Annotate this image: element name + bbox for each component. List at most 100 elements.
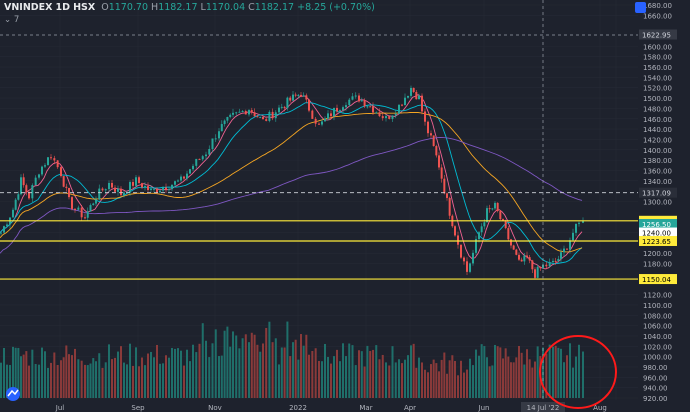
candle-body (480, 226, 483, 233)
volume-bar (478, 355, 480, 398)
volume-bar (47, 367, 49, 398)
volume-bar (480, 344, 483, 398)
candle-body (0, 232, 2, 234)
volume-bar (156, 344, 158, 398)
volume-bar (321, 361, 323, 398)
candle-body (499, 211, 502, 220)
candle-body (283, 106, 286, 109)
candle-body (381, 116, 384, 119)
symbol-name[interactable]: VNINDEX (4, 2, 53, 13)
candle-body (554, 260, 557, 262)
price-tick-label: 1600.00 (643, 43, 672, 51)
indicators-toggle[interactable]: ⌄ 7 (4, 15, 19, 25)
volume-bar (183, 365, 185, 398)
candle-body (536, 266, 539, 278)
candle-body (62, 176, 65, 187)
volume-bar (126, 364, 128, 398)
candle-body (448, 197, 451, 216)
grid (0, 0, 638, 400)
candle-body (294, 94, 297, 96)
candle-body (569, 240, 571, 250)
candle-body (38, 174, 40, 178)
volume-bar (554, 345, 557, 398)
volume-bar (410, 345, 412, 398)
volume-bar (38, 364, 40, 398)
volume-bar (351, 345, 354, 398)
volume-bar (336, 349, 338, 398)
candle-body (174, 181, 176, 185)
candle-body (351, 96, 354, 100)
symbol-interval[interactable]: 1D (55, 2, 71, 13)
price-tick-label: 1080.00 (643, 312, 672, 320)
volume-bar (460, 360, 462, 398)
volume-bar (418, 357, 420, 398)
price-tick-label: 1380.00 (643, 157, 672, 165)
price-marker-label: 1150.04 (642, 276, 671, 284)
time-tick-label: Nov (208, 404, 222, 412)
volume-bar (9, 365, 11, 398)
candle-body (375, 112, 378, 114)
candle-body (208, 149, 211, 155)
volume-bar (318, 360, 320, 398)
candle-body (156, 188, 158, 193)
candles (0, 85, 584, 279)
candle-body (469, 263, 471, 272)
volume-bar (512, 362, 515, 398)
volume-bar (256, 344, 259, 398)
candle-body (515, 249, 518, 255)
volume-bar (171, 347, 173, 398)
time-tick-label: Apr (404, 404, 416, 412)
volume-bar (132, 365, 134, 398)
candle-body (472, 252, 474, 264)
volume-bar (302, 345, 305, 398)
candle-body (502, 219, 504, 221)
candle-body (415, 91, 418, 100)
symbol-exchange: HSX (73, 2, 96, 13)
candle-body (274, 112, 277, 119)
candle-body (523, 255, 526, 262)
time-tick-label: Aug (593, 404, 607, 412)
time-tick-label: 14 Jul '22 (527, 404, 560, 412)
volume-bar (50, 362, 52, 398)
price-marker-label-bg (639, 274, 677, 285)
volume-bar (108, 344, 110, 398)
candle-body (3, 226, 5, 233)
candle-body (256, 116, 259, 118)
candle-body (271, 111, 274, 119)
candle-body (195, 158, 198, 166)
candle-body (432, 135, 435, 147)
volume-bar (223, 330, 226, 398)
volume-bar (165, 355, 167, 398)
candle-body (117, 188, 119, 192)
time-axis[interactable]: Jul Sep Nov 2022 Mar Apr Jun 14 Jul '22 Aug (55, 402, 607, 412)
symbol-header[interactable]: VNINDEX 1D HSX O1170.70 H1182.17 L1170.0… (4, 2, 375, 13)
price-axis[interactable]: 1680.00 1660.00 1622.95 1600.00 1580.00 1560.… (638, 0, 690, 412)
candle-body (198, 158, 201, 160)
volume-bar (324, 343, 326, 398)
settings-icon[interactable] (635, 2, 646, 13)
candle-body (132, 182, 134, 186)
price-tick-label: 1020.00 (643, 343, 672, 351)
candle-body (229, 114, 232, 117)
red-circle-annotation (539, 335, 617, 409)
volume-bar (80, 360, 83, 398)
candle-body (311, 110, 314, 119)
candle-body (557, 258, 560, 261)
candle-body (348, 99, 351, 106)
close-label: C (248, 2, 255, 13)
volume-bar (466, 369, 468, 398)
candle-body (25, 185, 28, 192)
volume-bar (138, 366, 140, 398)
volume-bar (253, 334, 256, 398)
volume-bar (438, 371, 440, 398)
candle-body (582, 221, 584, 223)
candle-body (153, 188, 155, 190)
volume-bar (333, 356, 335, 398)
tradingview-logo-icon[interactable] (4, 384, 24, 404)
volume-bar (265, 327, 268, 398)
candle-body (259, 117, 262, 119)
volume-bar (548, 344, 551, 398)
candle-body (17, 194, 20, 200)
